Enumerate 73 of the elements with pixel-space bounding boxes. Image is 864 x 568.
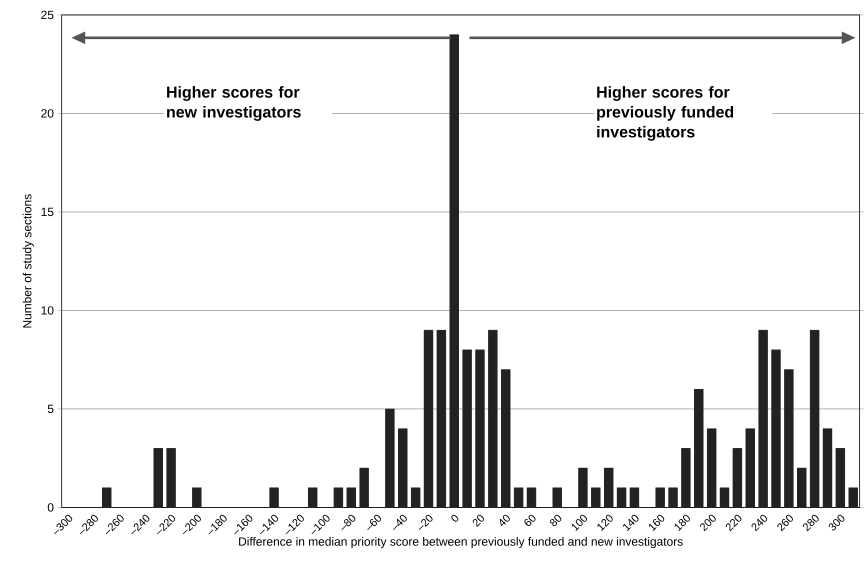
x-tick-label: 80 [550,514,562,526]
bar [591,487,601,508]
bar [681,448,691,508]
x-tick-label: 200 [700,514,716,532]
x-axis-title: Difference in median priority score between previously funded and new investigators [239,536,683,548]
bar [269,487,279,508]
bar [192,487,202,508]
bar [334,487,344,508]
y-tick-label: 20 [41,109,54,118]
bar [308,487,318,508]
bar [771,350,781,508]
x-tick-label: 0 [451,514,458,522]
bar [385,408,395,508]
y-tick-label: 25 [41,10,54,20]
bar [359,468,369,508]
bar [822,428,832,508]
x-tick-label: 240 [752,514,768,532]
x-tick-label: –20 [418,514,433,530]
bar [514,487,524,508]
bar [450,34,459,508]
bar [526,487,536,508]
x-tick-label: 140 [623,514,638,532]
bar [797,468,806,508]
bar [836,448,846,508]
bar [720,487,730,508]
bar [694,388,704,508]
x-tick-label: 180 [674,514,690,532]
x-tick-label: –60 [367,514,382,530]
bar [746,428,755,508]
x-tick-label: 20 [472,514,484,527]
y-tick-label: 0 [48,503,54,512]
x-tick-label: 260 [777,514,793,532]
x-tick-label: 100 [572,514,587,532]
bar [706,428,716,508]
bar [784,369,794,508]
annotation: Higher scores for previously funded investigators [597,86,734,141]
bar [436,330,446,508]
bar [848,487,858,508]
bar [655,487,665,508]
bar [346,487,356,508]
y-tick-label: 5 [48,404,54,414]
x-tick-label: –80 [342,514,356,530]
bar [630,487,640,508]
bar [488,330,498,508]
y-axis-title: Number of study sections [22,194,34,328]
bar [552,487,562,508]
x-tick-label: 220 [726,514,742,532]
bar [604,468,614,508]
bar [475,350,485,508]
bar [462,350,472,508]
bar [154,448,163,508]
x-tick-label: 120 [597,514,613,532]
bar [810,330,820,508]
bar [102,487,112,508]
bar [424,330,434,508]
bar [410,487,420,508]
x-tick-label: 160 [648,514,664,532]
bar [616,487,626,508]
bar [758,330,768,508]
bar [501,369,510,508]
x-tick-label: 300 [828,514,844,530]
x-tick-label: 280 [803,514,819,532]
x-tick-label: 60 [524,514,536,526]
x-tick-label: 40 [500,514,510,526]
bar [668,487,678,508]
bar [732,448,742,508]
bar [398,428,408,508]
x-tick-label: –40 [393,514,407,530]
y-tick-label: 15 [42,208,54,216]
annotation: Higher scores for new investigators [167,86,301,121]
y-tick-label: 10 [42,306,54,315]
bar [578,468,588,508]
bar [166,448,176,508]
